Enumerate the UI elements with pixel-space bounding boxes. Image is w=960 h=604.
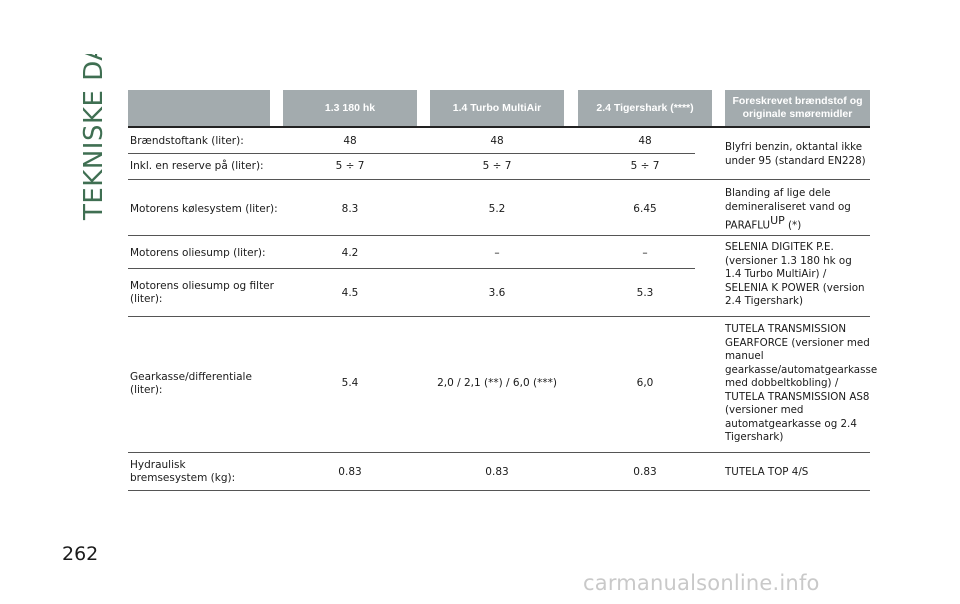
row-label-oil-filter: Motorens oliesump og filter (liter):: [130, 280, 274, 305]
watermark: carmanualsonline.info: [583, 571, 820, 595]
brake-2-4: 0.83: [633, 466, 657, 478]
brake-1-3: 0.83: [338, 466, 362, 478]
oil-sump-2-4: –: [642, 247, 648, 259]
row-label-fuel-tank: Brændstoftank (liter):: [130, 135, 244, 147]
row-rule: [128, 268, 695, 269]
row-rule: [128, 179, 870, 180]
oil-filter-1-3: 4.5: [341, 287, 359, 299]
section-title: TEKNISKE DATA: [60, 54, 120, 222]
section-title-text: TEKNISKE DATA: [79, 54, 109, 221]
gearbox-2-4: 6,0: [636, 377, 654, 389]
header-cell-blank: [128, 90, 270, 126]
oil-filter-1-4: 3.6: [488, 287, 506, 299]
desc-fuel: Blyfri benzin, oktantal ikke under 95 (s…: [725, 141, 866, 167]
row-rule: [128, 452, 870, 453]
reserve-2-4: 5 ÷ 7: [630, 160, 660, 172]
desc-coolant-note: (*): [788, 219, 802, 232]
row-rule: [128, 153, 695, 154]
header-2-4-tigershark: 2.4 Tigershark (****): [578, 90, 712, 126]
table-bottom-rule: [128, 490, 870, 491]
row-label-gearbox: Gearkasse/differentiale (liter):: [130, 371, 252, 396]
fuel-tank-1-4: 48: [490, 135, 504, 147]
row-label-brake: Hydraulisk bremsesystem (kg):: [130, 459, 236, 484]
oil-sump-1-3: 4.2: [341, 247, 359, 259]
brake-1-4: 0.83: [485, 466, 509, 478]
desc-coolant: Blanding af lige dele demineraliseret va…: [725, 187, 870, 233]
gearbox-1-4: 2,0 / 2,1 (**) / 6,0 (***): [437, 377, 557, 389]
coolant-1-3: 8.3: [341, 203, 359, 215]
oil-filter-2-4: 5.3: [636, 287, 654, 299]
row-rule: [128, 235, 870, 236]
desc-coolant-text: Blanding af lige dele demineraliseret va…: [725, 187, 851, 232]
coolant-1-4: 5.2: [488, 203, 506, 215]
desc-coolant-sup: UP: [770, 214, 785, 227]
header-1-3-180hk: 1.3 180 hk: [283, 90, 417, 126]
desc-gear: TUTELA TRANSMISSION GEARFORCE (versioner…: [725, 323, 878, 443]
desc-brake: TUTELA TOP 4/S: [725, 466, 809, 478]
header-rule: [128, 126, 870, 128]
row-label-reserve: Inkl. en reserve på (liter):: [130, 160, 264, 172]
fuel-tank-1-3: 48: [343, 135, 357, 147]
reserve-1-4: 5 ÷ 7: [482, 160, 512, 172]
coolant-2-4: 6.45: [633, 203, 657, 215]
gearbox-1-3: 5.4: [341, 377, 359, 389]
fuel-tank-2-4: 48: [638, 135, 652, 147]
row-label-oil-sump: Motorens oliesump (liter):: [130, 247, 266, 259]
reserve-1-3: 5 ÷ 7: [335, 160, 365, 172]
header-1-4-multiair: 1.4 Turbo MultiAir: [430, 90, 564, 126]
header-fuel-lubricants: Foreskrevet brændstof og originale smøre…: [725, 90, 870, 126]
desc-oil: SELENIA DIGITEK P.E. (versioner 1.3 180 …: [725, 241, 865, 307]
oil-sump-1-4: –: [494, 247, 500, 259]
row-rule: [128, 316, 870, 317]
page-number: 262: [62, 543, 99, 565]
row-label-coolant: Motorens kølesystem (liter):: [130, 203, 278, 215]
